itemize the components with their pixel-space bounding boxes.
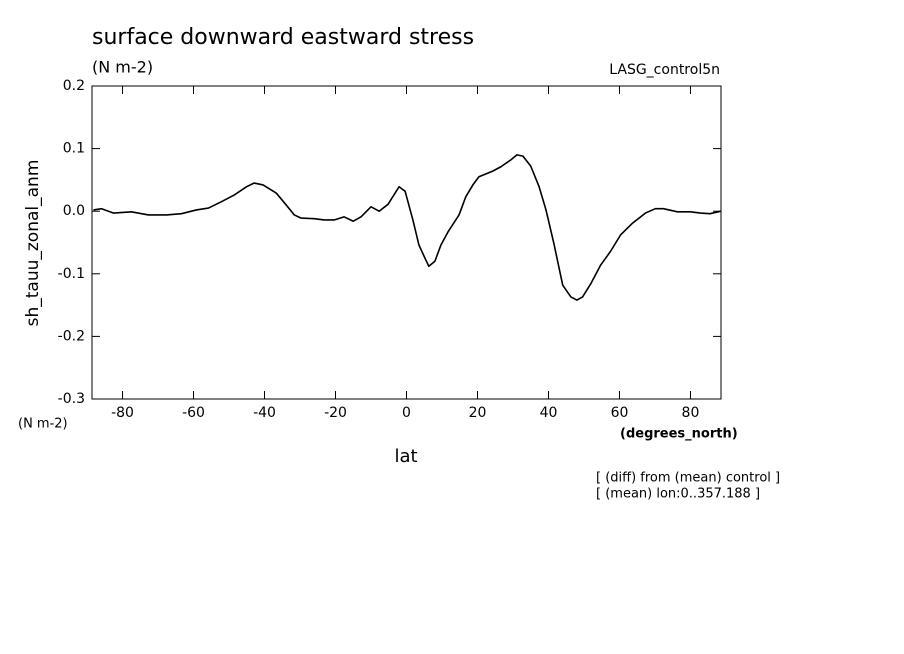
y-tick-label: 0.0 xyxy=(63,203,85,219)
y-tick-label: -0.3 xyxy=(58,391,85,407)
x-units: (degrees_north) xyxy=(620,427,738,442)
chart-subtitle: (N m-2) xyxy=(92,58,153,77)
y-tick-label: -0.2 xyxy=(58,328,85,344)
x-tick-label: 80 xyxy=(682,405,700,421)
x-tick-label: -40 xyxy=(253,405,276,421)
y-tick-label: 0.1 xyxy=(63,141,85,157)
dataset-label: LASG_control5n xyxy=(609,62,720,78)
x-tick-label: 20 xyxy=(469,405,487,421)
x-tick-label: -20 xyxy=(324,405,347,421)
annotation: [ (mean) lon:0..357.188 ] xyxy=(596,487,760,502)
y-tick-label: 0.2 xyxy=(63,78,85,94)
annotation: [ (diff) from (mean) control ] xyxy=(596,471,780,486)
x-tick-label: 40 xyxy=(540,405,558,421)
y-units: (N m-2) xyxy=(18,417,68,432)
plot-frame xyxy=(91,85,722,400)
x-tick-label: 60 xyxy=(611,405,629,421)
x-tick-label: 0 xyxy=(402,405,411,421)
y-axis-label: sh_tauu_zonal_anm xyxy=(23,160,43,327)
x-axis-label: lat xyxy=(394,446,417,467)
x-tick-label: -60 xyxy=(182,405,205,421)
x-tick-label: -80 xyxy=(111,405,134,421)
data-line xyxy=(93,154,722,301)
chart-title: surface downward eastward stress xyxy=(92,25,474,50)
y-tick-label: -0.1 xyxy=(58,266,85,282)
